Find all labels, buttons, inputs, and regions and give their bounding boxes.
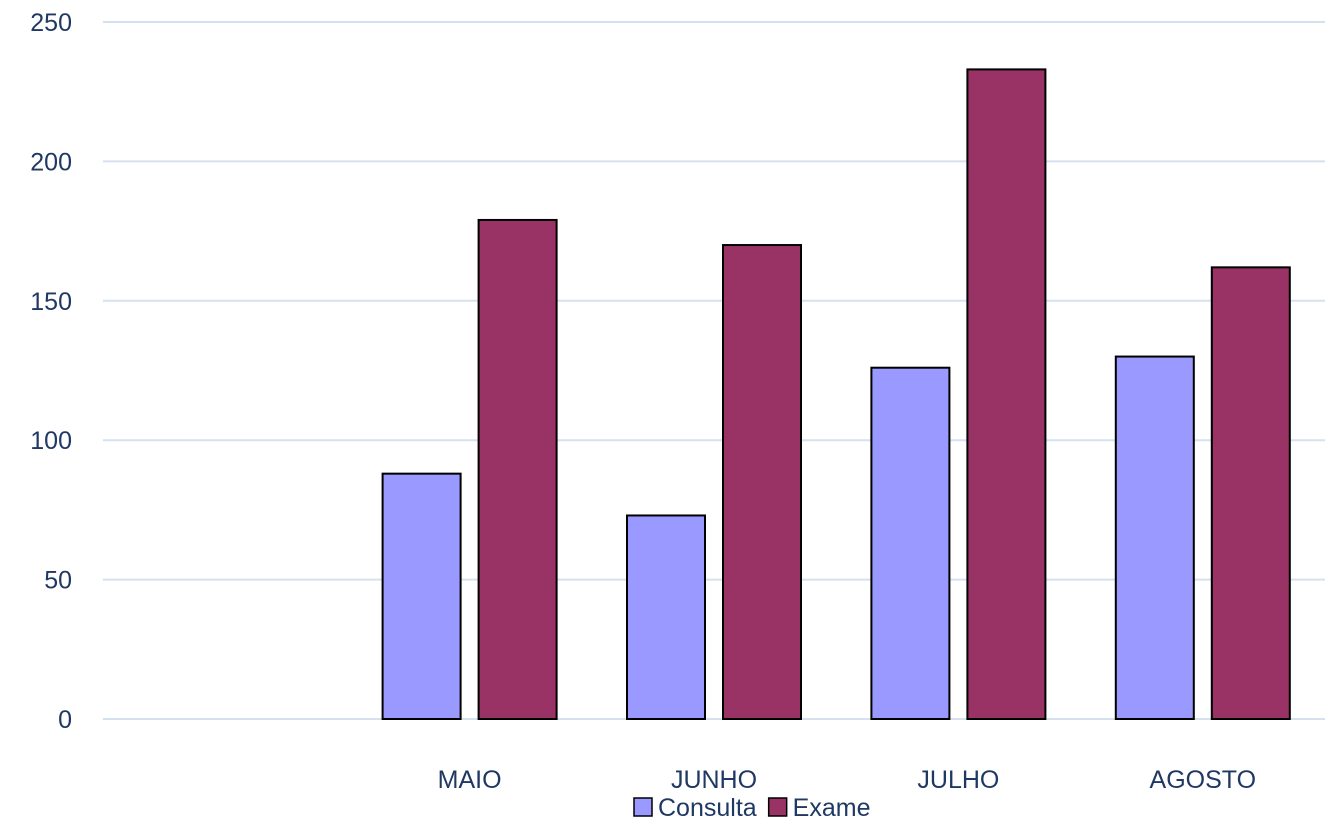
legend-swatch-consulta — [633, 797, 653, 817]
legend-label-consulta: Consulta — [658, 794, 757, 822]
y-tick-label-250: 250 — [30, 9, 72, 37]
x-tick-label-maio: MAIO — [438, 766, 502, 794]
bar-consulta-julho — [870, 366, 951, 720]
bar-exame-junho — [722, 244, 802, 720]
bar-consulta-agosto — [1114, 355, 1195, 720]
x-axis-ticks: MAIO JUNHO JULHO AGOSTO — [438, 766, 1256, 794]
x-tick-label-julho: JULHO — [917, 766, 999, 794]
x-tick-label-junho: JUNHO — [671, 766, 757, 794]
bar-exame-julho — [966, 68, 1047, 720]
legend: Consulta Exame — [633, 794, 871, 822]
bar-consulta-maio — [381, 472, 462, 720]
bars — [381, 68, 1291, 721]
y-tick-label-0: 0 — [58, 706, 72, 734]
bar-exame-maio — [477, 218, 558, 720]
legend-swatch-exame — [767, 797, 788, 817]
y-tick-label-50: 50 — [44, 567, 72, 595]
x-tick-label-agosto: AGOSTO — [1150, 766, 1257, 794]
y-tick-label-100: 100 — [30, 427, 72, 455]
bar-consulta-junho — [626, 514, 706, 721]
y-axis-ticks: 0 50 100 150 200 250 — [30, 9, 72, 734]
y-tick-label-150: 150 — [30, 288, 72, 316]
bar-exame-agosto — [1210, 266, 1291, 720]
y-tick-label-200: 200 — [30, 148, 72, 176]
legend-label-exame: Exame — [793, 794, 871, 822]
